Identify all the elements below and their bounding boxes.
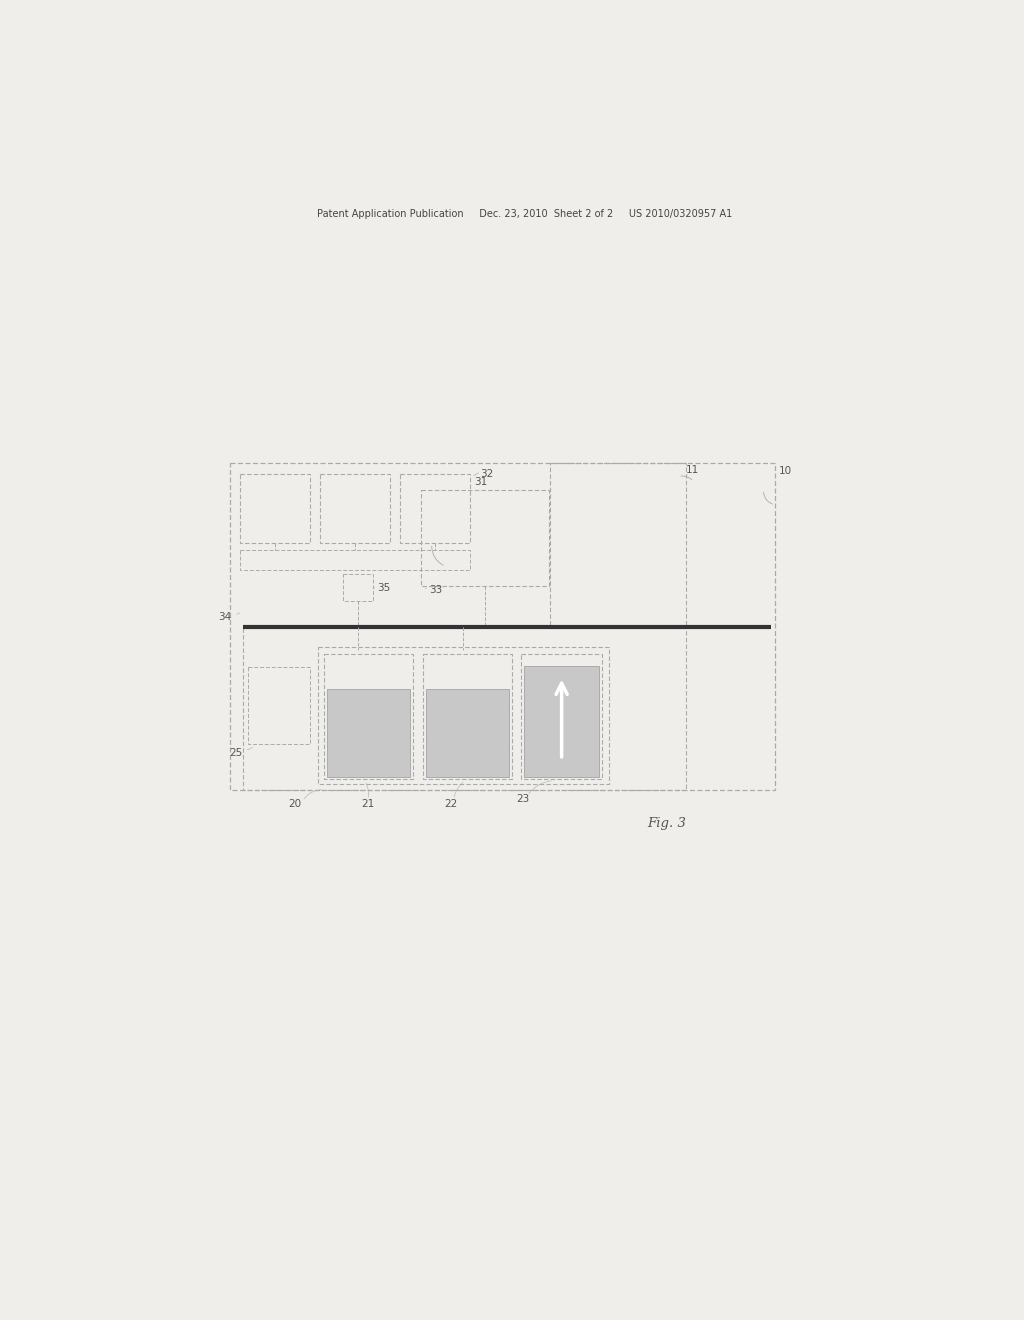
Bar: [321, 474, 390, 544]
Text: 25: 25: [229, 748, 243, 758]
Text: 21: 21: [361, 799, 375, 809]
Bar: [317, 647, 608, 784]
Text: 23: 23: [517, 795, 529, 804]
Text: Patent Application Publication     Dec. 23, 2010  Sheet 2 of 2     US 2010/03209: Patent Application Publication Dec. 23, …: [317, 209, 732, 219]
Text: 31: 31: [474, 478, 487, 487]
Bar: [343, 574, 373, 601]
Bar: [524, 667, 599, 776]
Bar: [241, 549, 470, 570]
Text: 34: 34: [218, 611, 231, 622]
Text: 20: 20: [288, 799, 301, 809]
Bar: [400, 474, 470, 544]
Text: 35: 35: [378, 583, 391, 593]
Text: 11: 11: [686, 465, 699, 475]
Bar: [241, 474, 310, 544]
Text: 32: 32: [480, 470, 494, 479]
Bar: [248, 667, 310, 743]
Text: 10: 10: [779, 466, 793, 477]
Bar: [550, 462, 686, 628]
Bar: [426, 689, 509, 776]
Text: 33: 33: [429, 585, 442, 594]
Bar: [328, 689, 410, 776]
Bar: [521, 653, 602, 779]
Bar: [421, 490, 549, 586]
Text: Fig. 3: Fig. 3: [647, 817, 686, 830]
Text: 22: 22: [443, 799, 457, 809]
Bar: [243, 627, 686, 789]
Bar: [230, 462, 775, 789]
Bar: [423, 653, 512, 779]
Bar: [324, 653, 414, 779]
